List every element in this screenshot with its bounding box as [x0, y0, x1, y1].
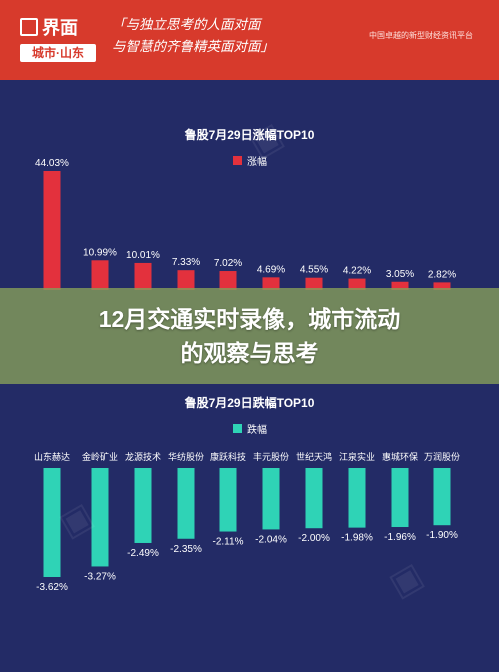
gain-value-label: 4.55%	[300, 265, 328, 276]
slogan: 「与独立思考的人面对面 与智慧的齐鲁精英面对面」	[112, 14, 312, 58]
loss-bar	[391, 468, 409, 528]
loss-bar	[348, 468, 366, 528]
loss-value-label: -2.35%	[170, 544, 202, 555]
loss-category-label: 惠城环保	[382, 451, 418, 462]
loss-bar	[91, 468, 109, 567]
gain-value-label: 10.01%	[126, 250, 160, 261]
loss-value-label: -2.49%	[127, 548, 159, 559]
loss-category-label: 世纪天鸿	[296, 451, 332, 462]
logo: 界面 城市·山东	[20, 14, 102, 62]
gain-bar	[91, 260, 109, 290]
logo-mark-icon	[20, 18, 38, 36]
loss-category-label: 康跃科技	[210, 451, 246, 462]
headline-line-1: 12月交通实时录像，城市流动	[98, 306, 401, 332]
gain-value-label: 10.99%	[83, 247, 117, 258]
gain-legend-swatch	[233, 156, 242, 165]
slogan-line-2: 与智慧的齐鲁精英面对面」	[112, 39, 274, 54]
gain-bar	[391, 281, 409, 290]
gain-value-label: 4.69%	[257, 264, 285, 275]
loss-category-label: 华纺股份	[168, 451, 204, 462]
loss-legend: 跌幅	[233, 421, 267, 436]
loss-category-label: 龙源技术	[125, 451, 161, 462]
gain-value-label: 2.82%	[428, 269, 456, 280]
gain-bar	[43, 171, 61, 290]
gain-value-label: 3.05%	[386, 269, 414, 280]
tagline: 中国卓越的新型财经资讯平台	[369, 31, 473, 40]
headline-banner: 12月交通实时录像，城市流动 的观察与思考	[0, 288, 499, 384]
loss-category-label: 丰元股份	[253, 451, 289, 462]
headline: 12月交通实时录像，城市流动 的观察与思考	[99, 302, 401, 370]
gain-value-label: 44.03%	[35, 158, 69, 169]
gain-value-label: 7.33%	[172, 257, 200, 268]
loss-bar	[43, 468, 61, 577]
loss-legend-label: 跌幅	[247, 425, 267, 436]
loss-category-label: 金岭矿业	[82, 451, 118, 462]
loss-category-label: 万润股份	[424, 451, 460, 462]
loss-value-label: -1.98%	[341, 533, 373, 544]
loss-category-label: 江泉实业	[339, 451, 375, 462]
loss-bar	[262, 468, 280, 530]
gain-value-label: 4.22%	[343, 266, 371, 277]
loss-value-label: -3.27%	[84, 571, 116, 582]
loss-value-label: -2.04%	[255, 534, 287, 545]
loss-bar	[177, 468, 195, 539]
logo-subtitle: 城市·山东	[20, 44, 96, 62]
loss-legend-swatch	[233, 424, 242, 433]
loss-value-label: -2.11%	[213, 537, 244, 548]
gain-bar	[134, 262, 152, 290]
loss-bar	[305, 468, 323, 529]
loss-value-label: -1.96%	[384, 532, 416, 543]
gain-bar	[348, 278, 366, 290]
gain-bar	[433, 282, 451, 290]
gain-bar	[219, 271, 237, 290]
logo-text: 界面	[42, 18, 78, 38]
slogan-line-1: 「与独立思考的人面对面	[112, 17, 261, 32]
gain-chart-title: 鲁股7月29日涨幅TOP10	[184, 128, 315, 142]
gain-bar	[177, 270, 195, 290]
gain-legend-label: 涨幅	[247, 157, 267, 168]
loss-bar	[433, 468, 451, 526]
loss-chart-title: 鲁股7月29日跌幅TOP10	[184, 396, 315, 410]
loss-bar	[134, 468, 152, 543]
gain-bar	[262, 277, 280, 290]
headline-line-2: 的观察与思考	[180, 340, 319, 366]
gain-bar	[305, 277, 323, 290]
loss-value-label: -3.62%	[36, 582, 68, 593]
loss-bar	[219, 468, 237, 532]
header: 界面 城市·山东 「与独立思考的人面对面 与智慧的齐鲁精英面对面」 中国卓越的新…	[0, 0, 499, 80]
loss-category-label: 山东赫达	[34, 451, 70, 462]
loss-value-label: -1.90%	[426, 530, 458, 541]
loss-value-label: -2.00%	[298, 533, 330, 544]
bar-charts: 44.03% 10.99% 10.01% 7.33% 7.02% 4.69% 4.55% 4.…	[34, 158, 460, 593]
gain-value-label: 7.02%	[214, 258, 242, 269]
gain-legend: 涨幅	[233, 153, 267, 168]
